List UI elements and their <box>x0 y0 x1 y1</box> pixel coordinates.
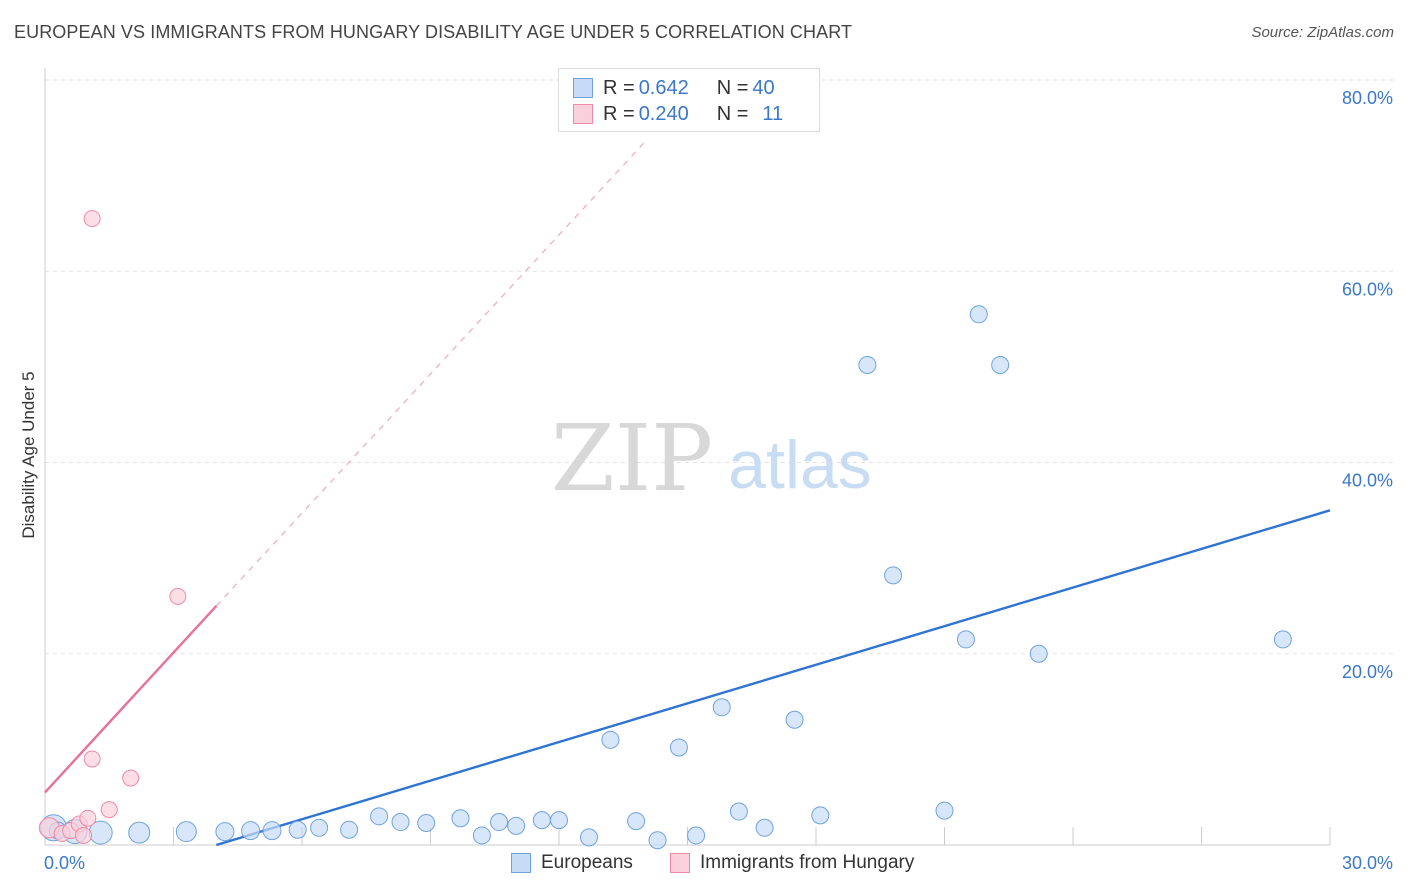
legend-row-europeans: R = 0.642 N = 40 <box>573 75 775 101</box>
watermark-atlas: atlas <box>728 427 872 503</box>
point-europeans <box>288 820 307 839</box>
bottom-legend-hungary: Immigrants from Hungary <box>670 852 914 874</box>
point-europeans <box>969 305 988 324</box>
point-europeans <box>601 730 620 749</box>
y-tick-label: 40.0% <box>1342 471 1393 491</box>
point-europeans <box>648 831 667 850</box>
point-hungary <box>83 210 101 228</box>
y-axis-title: Disability Age Under 5 <box>19 371 38 538</box>
point-europeans <box>579 828 598 847</box>
point-europeans <box>785 710 804 729</box>
point-europeans <box>956 630 975 649</box>
point-europeans <box>991 355 1010 374</box>
point-hungary <box>83 750 101 768</box>
grid-lines <box>45 79 1395 655</box>
axes <box>44 68 1331 846</box>
point-europeans <box>472 826 491 845</box>
y-tick-label: 20.0% <box>1342 662 1393 682</box>
point-europeans <box>935 801 954 820</box>
watermark: ZIP atlas <box>551 405 872 512</box>
axis-labels: 20.0% 40.0% 60.0% 80.0% 0.0% 30.0% Disability … <box>19 88 1393 873</box>
legend-swatch-hungary <box>573 104 593 124</box>
point-hungary <box>100 801 118 819</box>
point-europeans <box>755 818 774 837</box>
bottom-swatch-hungary <box>670 853 690 873</box>
point-europeans <box>241 821 261 841</box>
point-hungary <box>169 587 187 605</box>
trendline-hungary-dashed <box>215 141 646 607</box>
bottom-legend-label: Immigrants from Hungary <box>700 852 915 873</box>
point-hungary <box>75 826 93 844</box>
chart-title: EUROPEAN VS IMMIGRANTS FROM HUNGARY DISA… <box>14 22 853 42</box>
point-europeans <box>262 821 282 841</box>
point-europeans <box>858 355 877 374</box>
point-europeans <box>215 822 235 842</box>
point-europeans <box>712 698 731 717</box>
point-europeans <box>507 816 526 835</box>
bottom-legend-europeans: Europeans <box>511 852 633 874</box>
point-europeans <box>175 821 197 843</box>
legend-swatch-europeans <box>573 78 593 98</box>
point-europeans <box>884 566 903 585</box>
point-europeans <box>1273 630 1292 649</box>
point-europeans <box>687 826 706 845</box>
legend-r-value: 0.240 <box>638 102 689 125</box>
point-europeans <box>391 813 410 832</box>
stats-legend: R = 0.642 N = 40 R = 0.240 N = 11 <box>558 68 820 132</box>
point-europeans <box>729 802 748 821</box>
legend-n-value: 11 <box>762 102 784 125</box>
point-europeans <box>340 820 359 839</box>
point-europeans <box>550 811 568 830</box>
point-europeans <box>627 812 646 831</box>
x-tick-label: 0.0% <box>44 853 85 873</box>
point-hungary <box>122 769 140 787</box>
trendline-hungary <box>44 605 218 794</box>
legend-n-value: 40 <box>752 76 775 99</box>
bottom-legend-label: Europeans <box>541 852 633 873</box>
point-europeans <box>310 818 329 837</box>
legend-r-label: R = <box>603 76 635 99</box>
point-europeans <box>532 811 551 830</box>
point-europeans <box>1029 644 1048 663</box>
watermark-zip: ZIP <box>551 405 713 512</box>
y-tick-label: 60.0% <box>1342 279 1393 299</box>
bottom-swatch-europeans <box>511 853 531 873</box>
legend-r-label: R = <box>603 102 635 125</box>
legend-row-hungary: R = 0.240 N = 11 <box>573 101 783 127</box>
source-label: Source: ZipAtlas.com <box>1251 24 1394 41</box>
point-europeans <box>811 806 830 825</box>
trendlines <box>44 141 1331 847</box>
point-europeans <box>370 807 389 826</box>
point-hungary <box>79 809 97 827</box>
x-tick-label: 30.0% <box>1342 853 1393 873</box>
legend-n-label: N = <box>716 102 749 125</box>
trendline-europeans <box>215 509 1331 847</box>
point-europeans <box>128 821 151 844</box>
legend-r-value: 0.642 <box>638 76 689 99</box>
data-points <box>38 210 1292 850</box>
y-tick-label: 80.0% <box>1342 88 1393 108</box>
point-europeans <box>669 738 688 757</box>
legend-n-label: N = <box>716 76 749 99</box>
point-europeans <box>451 809 470 828</box>
point-europeans <box>417 814 436 833</box>
point-europeans <box>490 813 509 832</box>
